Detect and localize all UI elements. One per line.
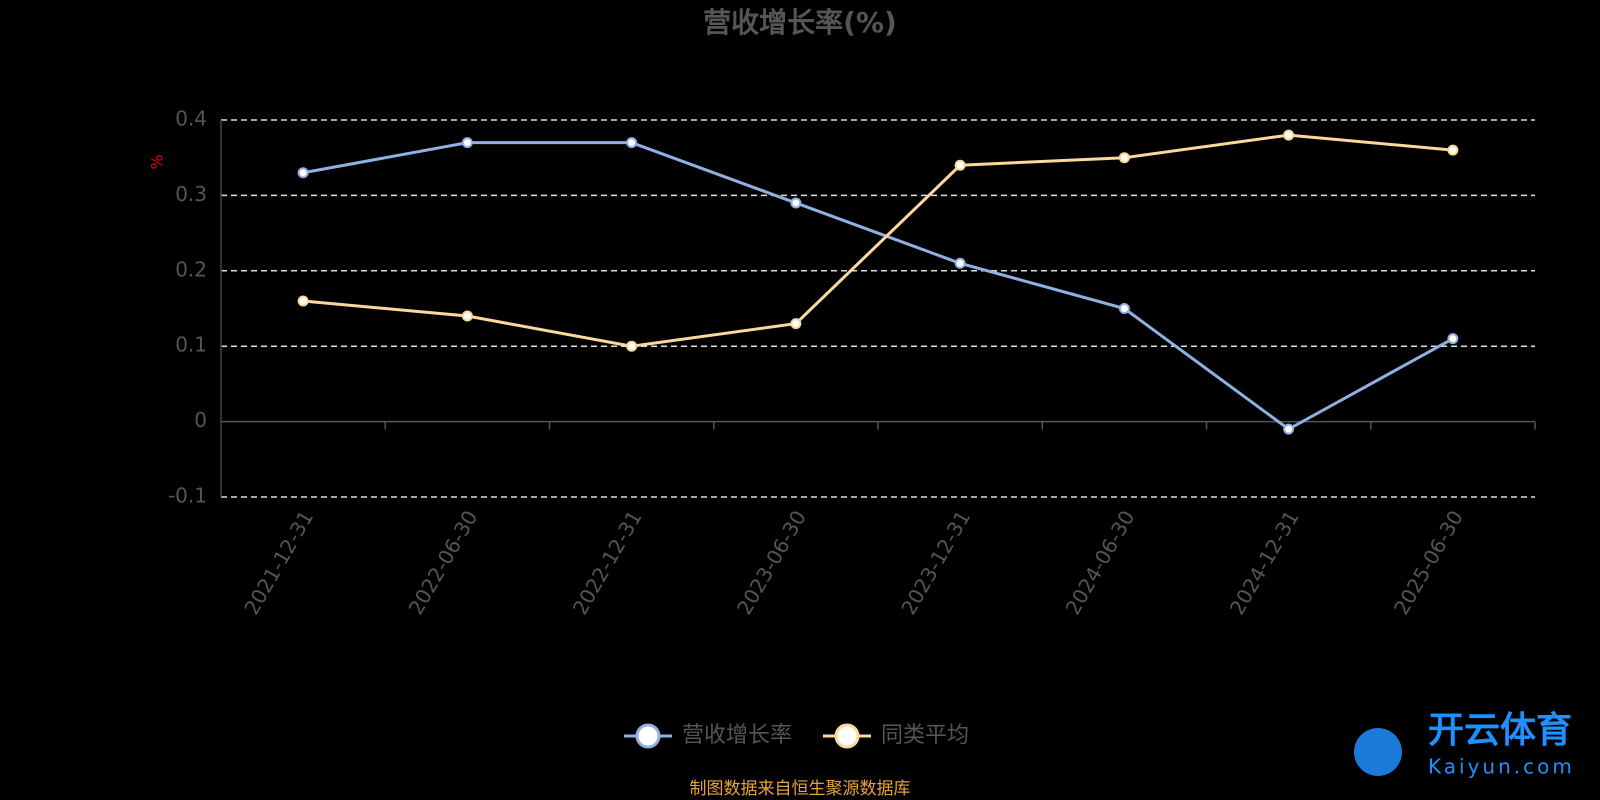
data-point [790,197,802,209]
y-tick-label: 0 [194,408,207,432]
y-tick-label: 0.3 [175,182,207,206]
x-tick-label: 2024-06-30 [1061,506,1140,619]
y-tick-label: 0.4 [175,107,207,131]
chart-title: 营收增长率(%) [703,6,897,39]
watermark: 开云体育 Kaiyun.com [1354,710,1575,779]
data-point [626,137,638,149]
series-line [302,141,1454,431]
series-line [302,133,1454,348]
data-point [1447,333,1459,345]
y-tick-label: 0.1 [175,333,207,357]
data-point [790,318,802,330]
y-tick-label: -0.1 [168,484,207,508]
data-point [626,340,638,352]
x-tick-label: 2022-06-30 [404,506,483,619]
source-note: 制图数据来自恒生聚源数据库 [690,779,911,799]
legend-marker [635,723,661,749]
data-point [297,167,309,179]
legend-label: 营收增长率 [682,723,792,748]
data-point [1283,129,1295,141]
data-point [1118,303,1130,314]
x-tick-label: 2023-12-31 [896,506,975,619]
data-point [461,137,473,149]
logo-icon [1354,728,1402,776]
x-tick-label: 2023-06-30 [732,506,811,619]
legend-marker [834,723,860,749]
watermark-text: 开云体育 [1428,710,1572,751]
x-tick-label: 2021-12-31 [239,506,318,619]
watermark-url: Kaiyun.com [1428,755,1575,779]
x-tick-label: 2024-12-31 [1225,506,1304,619]
data-point [297,295,309,307]
y-axis-label: % [148,154,167,169]
data-point [1283,423,1295,435]
data-point [1118,152,1130,164]
data-point [1447,144,1459,156]
data-point [954,159,966,171]
legend-label: 同类平均 [881,723,969,748]
y-tick-label: 0.2 [175,257,207,281]
x-tick-label: 2022-12-31 [568,506,647,619]
x-tick-label: 2025-06-30 [1389,506,1468,619]
data-point [954,257,966,269]
data-point [461,310,473,322]
